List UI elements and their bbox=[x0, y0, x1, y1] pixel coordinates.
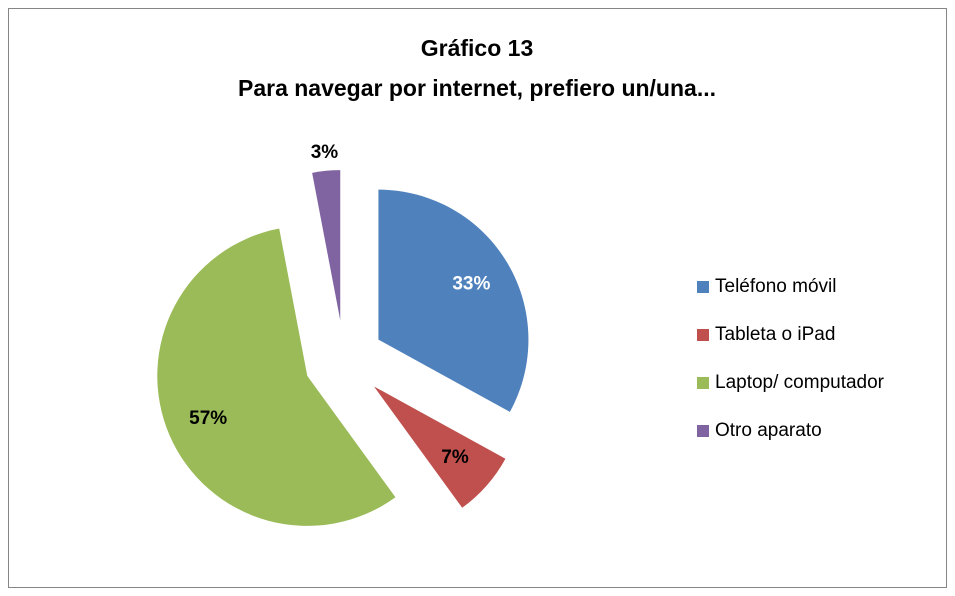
legend-label: Tableta o iPad bbox=[715, 324, 835, 345]
data-label: 33% bbox=[452, 274, 490, 295]
pie-slice bbox=[374, 386, 506, 508]
data-label: 7% bbox=[441, 447, 469, 468]
legend-label: Laptop/ computador bbox=[715, 372, 885, 393]
legend-swatch bbox=[697, 377, 709, 389]
legend-label: Otro aparato bbox=[715, 420, 822, 441]
pie-slice bbox=[378, 189, 529, 412]
legend-label: Teléfono móvil bbox=[715, 276, 836, 297]
legend-swatch bbox=[697, 281, 709, 293]
pie-slice bbox=[157, 228, 396, 526]
data-label: 3% bbox=[311, 142, 339, 163]
pie-slice bbox=[312, 170, 341, 321]
data-label: 57% bbox=[189, 408, 227, 429]
legend-swatch bbox=[697, 425, 709, 437]
legend-swatch bbox=[697, 329, 709, 341]
chart-subtitle: Para navegar por internet, prefiero un/u… bbox=[238, 75, 716, 101]
chart-title: Gráfico 13 bbox=[421, 35, 534, 61]
